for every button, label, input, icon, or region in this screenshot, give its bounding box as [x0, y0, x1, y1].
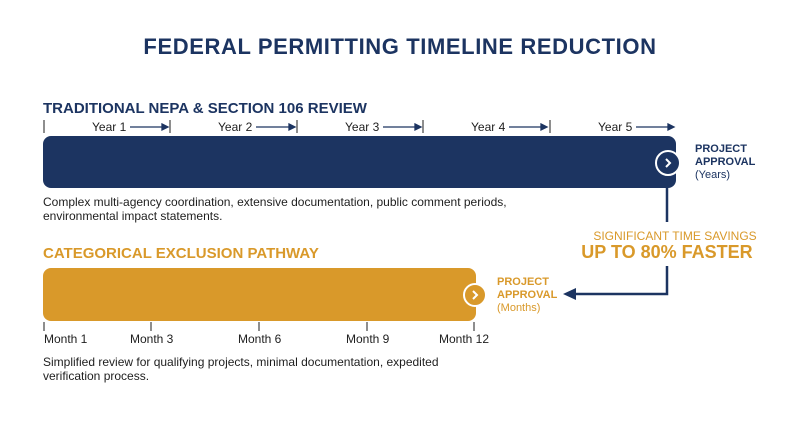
month-label: Month 9	[346, 332, 390, 346]
traditional-approval-marker	[655, 150, 681, 176]
month-label: Month 1	[44, 332, 88, 346]
year-label: Year 5	[598, 120, 633, 134]
month-label: Month 12	[439, 332, 490, 346]
year-label: Year 2	[218, 120, 253, 134]
savings-headline: UP TO 80% FASTER	[581, 242, 753, 262]
traditional-section-title: TRADITIONAL NEPA & SECTION 106 REVIEW	[43, 100, 367, 117]
year-label: Year 4	[471, 120, 506, 134]
chevron-right-icon	[472, 290, 479, 300]
categorical-approval-label: PROJECT APPROVAL (Months)	[497, 276, 557, 315]
approval-unit: (Months)	[497, 302, 541, 314]
month-label: Month 6	[238, 332, 282, 346]
categorical-timeline-bar	[43, 268, 476, 321]
categorical-description: Simplified review for qualifying project…	[43, 355, 439, 383]
year-label: Year 1	[92, 120, 127, 134]
traditional-timeline-bar	[43, 136, 676, 188]
arrow-right-icon	[130, 122, 170, 132]
arrow-right-icon	[256, 122, 297, 132]
categorical-section-title: CATEGORICAL EXCLUSION PATHWAY	[43, 245, 319, 262]
month-label: Month 3	[130, 332, 174, 346]
approval-line: PROJECT	[497, 276, 549, 288]
approval-line: APPROVAL	[695, 156, 756, 168]
categorical-approval-marker	[463, 283, 487, 307]
arrow-right-icon	[636, 122, 676, 132]
year-label: Year 3	[345, 120, 380, 134]
arrow-right-icon	[383, 122, 423, 132]
traditional-approval-label: PROJECT APPROVAL (Years)	[695, 143, 755, 182]
arrow-right-icon	[509, 122, 549, 132]
approval-unit: (Years)	[695, 169, 731, 181]
savings-label: SIGNIFICANT TIME SAVINGS	[593, 229, 757, 243]
chevron-right-icon	[665, 158, 672, 168]
page-title: FEDERAL PERMITTING TIMELINE REDUCTION	[143, 34, 657, 59]
approval-line: APPROVAL	[497, 289, 558, 301]
traditional-description: Complex multi-agency coordination, exten…	[43, 195, 507, 223]
approval-line: PROJECT	[695, 143, 747, 155]
